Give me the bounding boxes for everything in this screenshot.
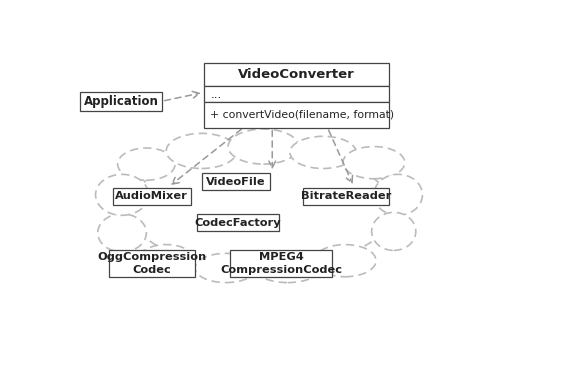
FancyBboxPatch shape [303,187,389,205]
Ellipse shape [96,174,149,215]
Text: OggCompression
Codec: OggCompression Codec [97,252,206,275]
FancyBboxPatch shape [197,214,279,231]
Ellipse shape [137,245,195,277]
Ellipse shape [314,245,376,277]
Text: + convertVideo(filename, format): + convertVideo(filename, format) [210,110,394,120]
Ellipse shape [290,136,356,168]
FancyBboxPatch shape [204,103,389,128]
Text: Application: Application [84,95,158,108]
Ellipse shape [195,253,256,283]
Ellipse shape [117,148,175,180]
Text: CodecFactory: CodecFactory [195,218,282,228]
Ellipse shape [166,133,237,168]
Text: VideoFile: VideoFile [206,177,266,187]
Text: AudioMixer: AudioMixer [116,191,188,201]
Ellipse shape [228,129,299,164]
FancyBboxPatch shape [113,187,190,205]
FancyBboxPatch shape [80,92,162,111]
Text: VideoConverter: VideoConverter [238,68,355,81]
FancyBboxPatch shape [202,173,270,190]
FancyBboxPatch shape [230,250,332,277]
Text: MPEG4
CompressionCodec: MPEG4 CompressionCodec [220,252,342,275]
Text: BitrateReader: BitrateReader [301,191,392,201]
Ellipse shape [372,212,416,250]
FancyBboxPatch shape [109,250,195,277]
Text: ...: ... [210,88,222,101]
Ellipse shape [129,151,394,268]
Ellipse shape [98,214,146,252]
FancyBboxPatch shape [204,63,389,86]
Ellipse shape [255,253,321,283]
Ellipse shape [374,174,422,215]
Ellipse shape [343,147,405,179]
FancyBboxPatch shape [204,86,389,103]
